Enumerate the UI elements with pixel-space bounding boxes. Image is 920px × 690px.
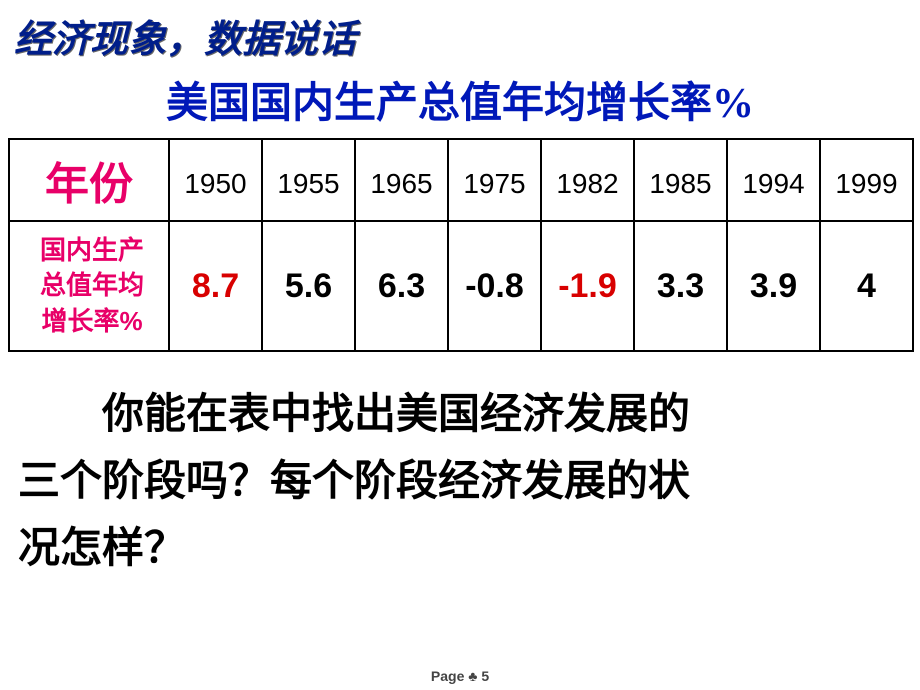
year-cell: 1950	[169, 139, 262, 221]
year-cell: 1955	[262, 139, 355, 221]
value-cell: 3.9	[727, 221, 820, 351]
table-header-row: 年份 1950 1955 1965 1975 1982 1985 1994 19…	[9, 139, 913, 221]
year-cell: 1994	[727, 139, 820, 221]
value-cell: 3.3	[634, 221, 727, 351]
year-cell: 1985	[634, 139, 727, 221]
year-cell: 1975	[448, 139, 541, 221]
year-cell: 1999	[820, 139, 913, 221]
year-cell: 1982	[541, 139, 634, 221]
row-label-line: 国内生产	[14, 233, 164, 268]
top-title: 经济现象，数据说话	[0, 8, 920, 63]
slide: 经济现象，数据说话 美国国内生产总值年均增长率% 年份 1950 1955 19…	[0, 0, 920, 690]
sub-title: 美国国内生产总值年均增长率%	[0, 69, 920, 130]
question-text: 你能在表中找出美国经济发展的 三个阶段吗？每个阶段经济发展的状 况怎样？	[0, 352, 920, 584]
year-cell: 1965	[355, 139, 448, 221]
value-cell: 6.3	[355, 221, 448, 351]
value-cell: 5.6	[262, 221, 355, 351]
question-line: 你能在表中找出美国经济发展的	[18, 382, 902, 449]
question-line: 三个阶段吗？每个阶段经济发展的状	[18, 459, 690, 505]
value-cell: -0.8	[448, 221, 541, 351]
row-label-cell: 国内生产 总值年均 增长率%	[9, 221, 169, 351]
value-cell: 4	[820, 221, 913, 351]
page-footer: Page ♣ 5	[0, 668, 920, 684]
value-cell: 8.7	[169, 221, 262, 351]
table-value-row: 国内生产 总值年均 增长率% 8.7 5.6 6.3 -0.8 -1.9 3.3…	[9, 221, 913, 351]
gdp-table: 年份 1950 1955 1965 1975 1982 1985 1994 19…	[8, 138, 914, 352]
question-line: 况怎样？	[18, 526, 186, 572]
row-label-line: 增长率%	[14, 304, 164, 339]
value-cell: -1.9	[541, 221, 634, 351]
year-header-cell: 年份	[9, 139, 169, 221]
row-label-line: 总值年均	[14, 268, 164, 303]
